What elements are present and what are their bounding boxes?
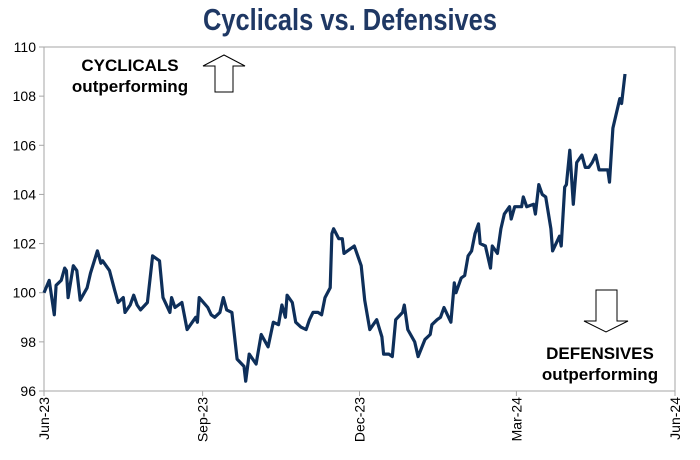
x-tick-label: Mar-24 xyxy=(508,397,524,442)
x-tick-label: Dec-23 xyxy=(352,397,368,442)
y-tick-label: 96 xyxy=(20,383,36,399)
y-tick-label: 102 xyxy=(13,236,37,252)
down-arrow-icon xyxy=(583,289,629,333)
series-line xyxy=(42,73,627,383)
chart-title: Cyclicals vs. Defensives xyxy=(203,2,497,37)
y-tick-label: 108 xyxy=(13,88,37,104)
y-tick-label: 110 xyxy=(14,39,37,55)
x-tick-label: Jun-23 xyxy=(36,397,52,440)
y-tick-label: 106 xyxy=(13,137,37,153)
y-axis: 96 98 100 102 104 106 108 110 xyxy=(13,39,44,399)
y-tick-label: 100 xyxy=(13,285,37,301)
cyclicals-sub-label: outperforming xyxy=(71,77,189,96)
up-arrow-icon xyxy=(202,54,246,93)
x-tick-label: Sep-23 xyxy=(195,397,211,442)
x-tick-label: Jun-24 xyxy=(667,397,683,440)
cyclicals-annotation: CYCLICALS outperforming xyxy=(60,55,200,97)
plot-area-border xyxy=(43,46,676,392)
defensives-label: DEFENSIVES xyxy=(546,344,654,363)
cyclicals-label: CYCLICALS xyxy=(81,56,179,75)
defensives-annotation: DEFENSIVES outperforming xyxy=(530,343,670,385)
defensives-sub-label: outperforming xyxy=(541,365,659,384)
y-tick-label: 104 xyxy=(13,186,37,202)
y-tick-label: 98 xyxy=(20,334,36,350)
x-axis: Jun-23 Sep-23 Dec-23 Mar-24 Jun-24 xyxy=(36,391,683,442)
